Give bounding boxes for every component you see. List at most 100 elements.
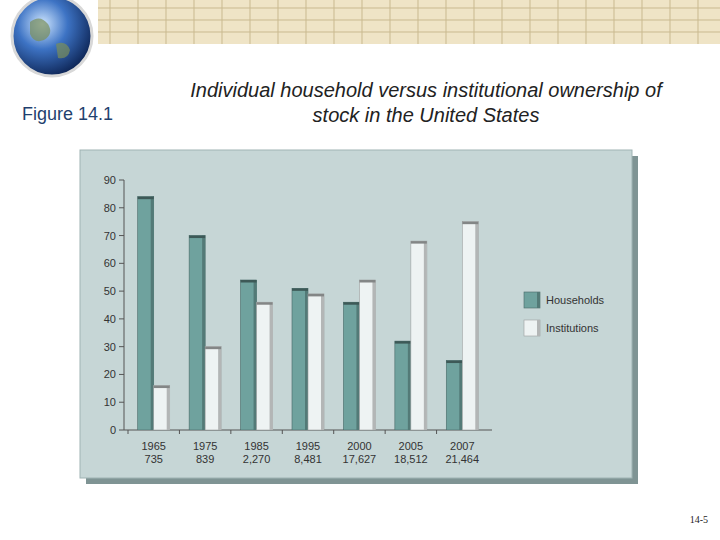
banner: [98, 0, 720, 44]
bar: [359, 280, 375, 430]
y-tick-label: 30: [104, 341, 116, 353]
bar-side: [270, 302, 273, 430]
banner-grid: [306, 0, 307, 44]
legend-label: Households: [546, 294, 605, 306]
bar-top: [308, 294, 324, 297]
bar: [308, 294, 324, 430]
legend-swatch: [524, 292, 540, 308]
x-sublabel: 18,512: [394, 453, 428, 465]
bar-top: [138, 197, 154, 200]
banner-grid: [278, 0, 279, 44]
bar-side: [424, 241, 427, 430]
bar-side: [305, 288, 308, 430]
y-tick: [119, 235, 124, 236]
bar-side: [202, 236, 205, 430]
x-tick: [230, 430, 231, 434]
x-tick-label: 2007: [450, 440, 474, 452]
bar-side: [254, 280, 257, 430]
bar-side: [475, 222, 478, 430]
bar-top: [446, 361, 462, 364]
banner-grid: [474, 0, 475, 44]
bar-top: [411, 241, 427, 244]
chart-title: Individual household versus institutiona…: [186, 78, 666, 128]
y-tick-label: 60: [104, 257, 116, 269]
banner-grid: [530, 0, 531, 44]
x-tick: [282, 430, 283, 434]
bar-top: [462, 222, 478, 225]
x-tick: [333, 430, 334, 434]
legend-label: Institutions: [546, 322, 599, 334]
bar-top: [292, 288, 308, 291]
y-tick: [119, 180, 124, 181]
x-tick-label: 1975: [193, 440, 217, 452]
figure-label: Figure 14.1: [22, 104, 182, 125]
globe-land: [30, 18, 70, 58]
y-tick: [119, 291, 124, 292]
banner-grid: [362, 0, 363, 44]
bar-side: [218, 347, 221, 430]
banner-grid: [222, 0, 223, 44]
chart-canvas: 01020304050607080901965735197583919852,2…: [0, 0, 720, 540]
bar: [241, 280, 257, 430]
legend-swatch: [524, 320, 540, 336]
bar: [446, 361, 462, 430]
bar-side: [408, 341, 411, 430]
y-tick-label: 80: [104, 202, 116, 214]
bar: [205, 347, 221, 430]
banner-grid: [670, 0, 671, 44]
banner-grid: [446, 0, 447, 44]
banner-grid: [250, 0, 251, 44]
bar-top: [241, 280, 257, 283]
bar: [138, 197, 154, 430]
x-tick-label: 1965: [141, 440, 165, 452]
banner-grid: [138, 0, 139, 44]
y-tick-label: 90: [104, 174, 116, 186]
bar-side: [321, 294, 324, 430]
banner-grid: [586, 0, 587, 44]
x-tick: [128, 430, 129, 434]
bar-side: [459, 361, 462, 430]
y-axis: [124, 180, 125, 430]
bar: [154, 386, 170, 430]
legend-swatch-side: [537, 320, 540, 336]
bars: [138, 197, 479, 430]
bar-top: [359, 280, 375, 283]
bar: [257, 302, 273, 430]
bar-top: [154, 386, 170, 389]
banner-grid: [334, 0, 335, 44]
legend-swatch-side: [537, 292, 540, 308]
y-tick: [119, 263, 124, 264]
bar: [343, 302, 359, 430]
x-tick: [179, 430, 180, 434]
x-tick-label: 2000: [347, 440, 371, 452]
x-sublabel: 2,270: [243, 453, 271, 465]
y-tick: [119, 430, 124, 431]
x-tick-label: 2005: [399, 440, 423, 452]
banner-grid: [642, 0, 643, 44]
bar-top: [395, 341, 411, 344]
bar-top: [205, 347, 221, 350]
x-sublabel: 839: [196, 453, 214, 465]
banner-grid: [502, 0, 503, 44]
x-sublabel: 21,464: [445, 453, 479, 465]
x-tick: [385, 430, 386, 434]
banner-grid: [166, 0, 167, 44]
banner-grid: [698, 0, 699, 44]
banner-grid: [110, 0, 111, 44]
y-tick-label: 20: [104, 368, 116, 380]
x-sublabel: 735: [145, 453, 163, 465]
banner-grid: [390, 0, 391, 44]
bar-side: [372, 280, 375, 430]
bar: [411, 241, 427, 430]
y-tick-label: 50: [104, 285, 116, 297]
banner-grid: [98, 8, 720, 9]
bar-side: [151, 197, 154, 430]
bar: [462, 222, 478, 430]
bar-side: [356, 302, 359, 430]
x-tick: [436, 430, 437, 434]
banner-grid: [558, 0, 559, 44]
x-tick-label: 1985: [244, 440, 268, 452]
y-tick: [119, 402, 124, 403]
banner-grid: [418, 0, 419, 44]
x-sublabel: 17,627: [343, 453, 377, 465]
